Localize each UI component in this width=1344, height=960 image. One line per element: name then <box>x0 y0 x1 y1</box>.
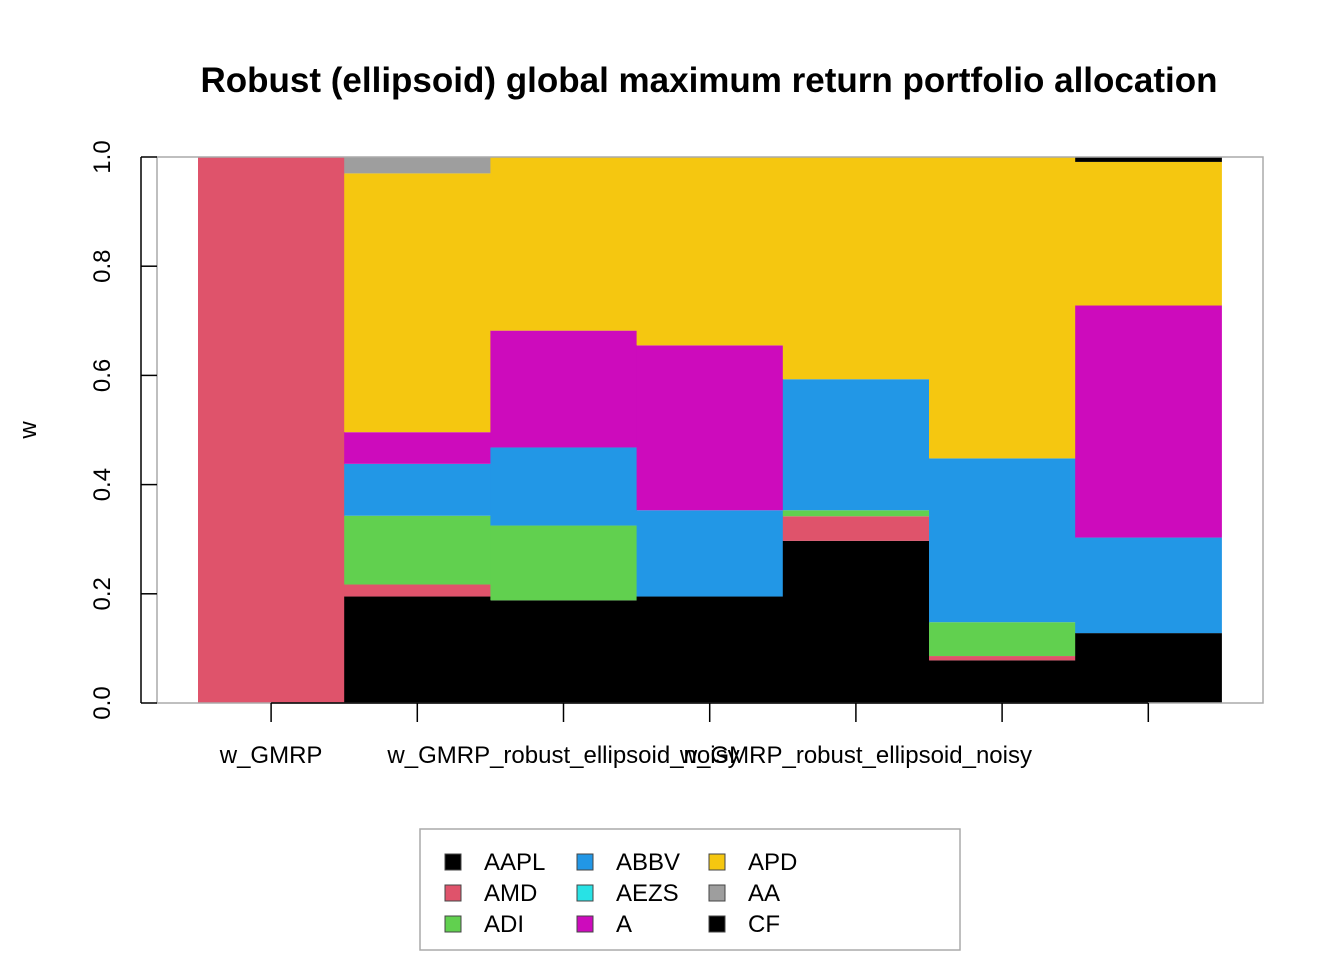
bar-segment-amd <box>344 584 491 597</box>
y-tick-label: 0.6 <box>89 359 116 392</box>
bar-segment-abbv <box>929 458 1076 623</box>
bar-segment-adi <box>344 515 491 585</box>
bar-segment-aapl <box>782 540 930 703</box>
bar-stacks <box>198 157 1222 703</box>
bar-segment-aa <box>344 157 491 174</box>
x-tick-label: w_GMRP_robust_ellipsoid_noisy <box>679 742 1032 769</box>
legend-label-amd: AMD <box>484 880 537 907</box>
legend-label-abbv: ABBV <box>616 849 680 876</box>
y-axis: 0.0 0.2 0.4 0.6 0.8 1.0 <box>89 140 157 720</box>
legend-swatch-aa <box>708 884 726 902</box>
bar-segment-abbv <box>1075 537 1222 634</box>
bar-segment-apd <box>782 157 930 380</box>
legend-swatch-abbv <box>576 853 594 871</box>
bar-segment-amd <box>198 157 345 703</box>
legend-label-adi: ADI <box>484 911 524 938</box>
bar-segment-apd <box>636 157 784 346</box>
bar-segment-a <box>1075 305 1222 538</box>
legend-swatch-aapl <box>444 853 462 871</box>
bar-segment-a <box>490 330 638 448</box>
bar-segment-amd <box>929 656 1076 661</box>
legend-label-a: A <box>616 911 632 938</box>
y-tick-label: 0.2 <box>89 577 116 610</box>
bar-segment-abbv <box>490 447 638 526</box>
legend-swatch-a <box>576 915 594 933</box>
bar-segment-amd <box>782 516 930 541</box>
x-tick-label: w_GMRP_robust_ellipsoid_noisy <box>386 742 739 769</box>
legend-swatch-amd <box>444 884 462 902</box>
bar-segment-aapl <box>929 660 1076 703</box>
bar-segment-aapl <box>636 596 784 703</box>
x-axis: w_GMRP w_GMRP_robust_ellipsoid_noisyw_GMR… <box>219 702 1150 769</box>
bar-segment-apd <box>344 173 491 433</box>
bar-segment-adi <box>782 510 930 517</box>
legend-label-cf: CF <box>748 911 780 938</box>
y-tick-label: 0.4 <box>89 468 116 501</box>
bar-segment-aapl <box>490 600 638 703</box>
legend-swatch-cf <box>708 915 726 933</box>
legend-swatch-adi <box>444 915 462 933</box>
bar-segment-apd <box>929 157 1076 459</box>
bar-segment-abbv <box>636 510 784 597</box>
y-tick-label: 1.0 <box>89 140 116 173</box>
bar-segment-adi <box>929 622 1076 657</box>
legend-box <box>419 828 961 951</box>
bar-segment-aapl <box>1075 633 1222 703</box>
legend-swatch-aezs <box>576 884 594 902</box>
y-tick-label: 0.0 <box>89 686 116 719</box>
legend-swatch-apd <box>708 853 726 871</box>
legend: AAPL AMD ADI ABBV AEZS A APD AA CF <box>419 828 961 951</box>
bar-segment-a <box>344 432 491 464</box>
bar-segment-cf <box>1075 157 1222 162</box>
bar-segment-abbv <box>344 463 491 516</box>
bar-segment-adi <box>490 525 638 601</box>
x-tick-label: w_GMRP <box>219 742 323 769</box>
y-axis-label: w <box>15 421 42 440</box>
bar-segment-a <box>636 345 784 511</box>
bar-segment-apd <box>1075 161 1222 306</box>
bar-segment-aapl <box>344 596 491 703</box>
y-tick-label: 0.8 <box>89 250 116 283</box>
legend-label-apd: APD <box>748 849 797 876</box>
legend-label-aa: AA <box>748 880 780 907</box>
chart-title: Robust (ellipsoid) global maximum return… <box>201 61 1218 100</box>
bar-segment-apd <box>490 157 638 331</box>
bar-segment-abbv <box>782 379 930 511</box>
legend-label-aezs: AEZS <box>616 880 679 907</box>
legend-label-aapl: AAPL <box>484 849 545 876</box>
